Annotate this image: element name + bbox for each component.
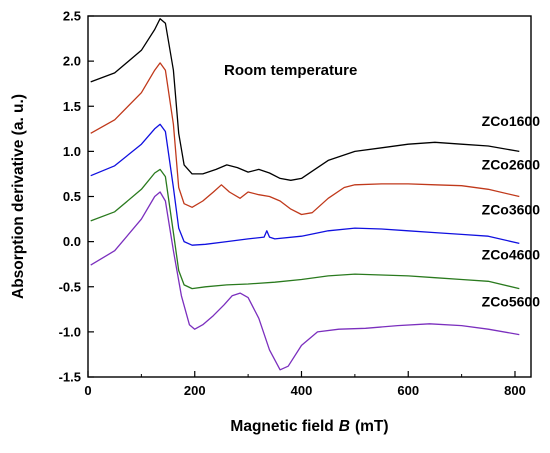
y-axis-title: Absorption derivative (a. u.) [10,94,27,299]
y-tick-label: 0.5 [63,189,81,204]
y-tick-label: -0.5 [59,279,81,294]
series-label-zco4600: ZCo4600 [482,247,541,263]
series-line-zco2600 [90,62,520,216]
series-layer [90,18,520,371]
series-label-zco3600: ZCo3600 [482,202,541,218]
y-tick-label: 1.0 [63,144,81,159]
x-tick-label: 600 [397,383,419,398]
x-tick-label: 200 [184,383,206,398]
x-axis-title: Magnetic field B (mT) [230,418,388,435]
x-axis-title-unit: (mT) [355,418,389,435]
y-tick-label: 2.5 [63,9,81,24]
series-label-zco5600: ZCo5600 [482,294,541,310]
series-label-zco2600: ZCo2600 [482,156,541,172]
series-line-zco1600 [90,18,520,181]
x-axis-title-variable: B [339,418,350,435]
y-tick-label: 2.0 [63,54,81,69]
series-line-zco5600 [90,191,520,371]
y-tick-label: -1.0 [59,324,81,339]
series-label-layer: ZCo1600 ZCo2600 ZCo3600 ZCo4600 ZCo5600 [482,113,541,310]
x-tick-label: 800 [504,383,526,398]
room-temperature-annotation: Room temperature [224,62,357,79]
series-label-zco1600: ZCo1600 [482,113,541,129]
x-tick-label: 400 [291,383,313,398]
x-tick-label: 0 [84,383,91,398]
y-tick-label: 1.5 [63,99,81,114]
series-line-zco4600 [90,168,520,290]
y-tick-label: -1.5 [59,370,81,385]
series-line-zco3600 [90,123,520,246]
x-axis-title-text: Magnetic field [230,418,333,435]
y-tick-label: 0.0 [63,234,81,249]
tick-layer: 0 200 400 600 800 -1.5 -1.0 -0.5 0.0 0.5 1.0 1.5 2.0… [59,9,526,399]
